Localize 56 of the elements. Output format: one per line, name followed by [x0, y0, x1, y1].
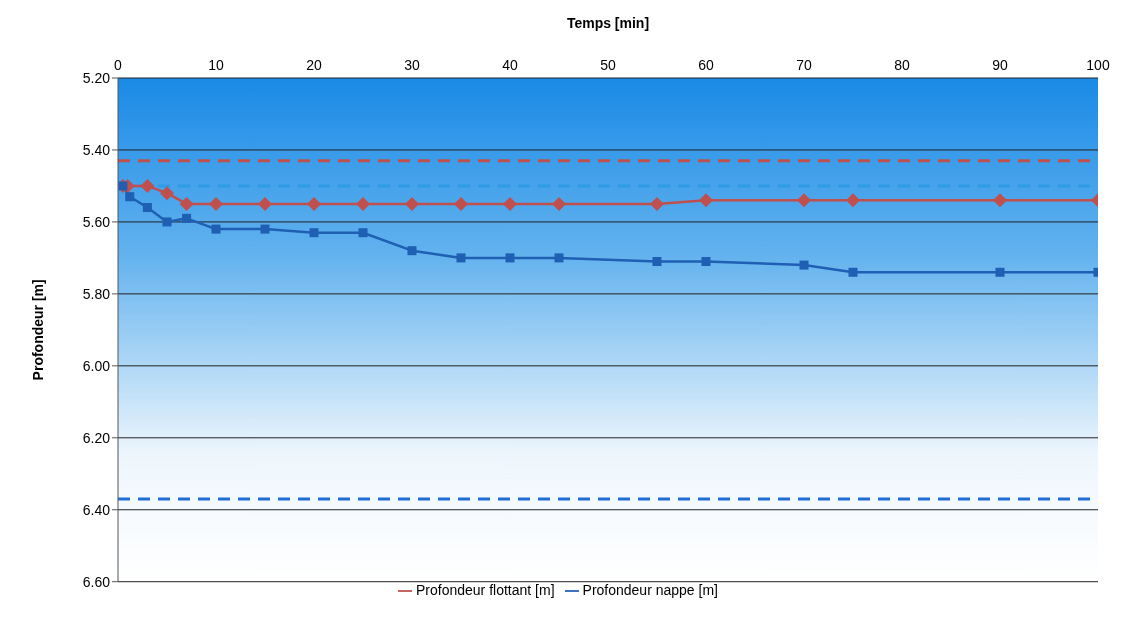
x-axis-title: Temps [min] — [566, 14, 650, 31]
y-axis-title: Profondeur [m] — [29, 279, 46, 381]
point — [162, 217, 172, 227]
x-tick-label: 30 — [404, 57, 420, 73]
y-tick-label: 5.40 — [82, 141, 111, 158]
point — [505, 253, 515, 263]
point — [554, 253, 564, 263]
point — [652, 256, 662, 266]
y-tick-label: 6.00 — [82, 357, 111, 374]
x-tick-label: 20 — [306, 57, 322, 73]
point — [552, 196, 566, 211]
legend-label: Profondeur nappe [m] — [582, 581, 718, 598]
point — [995, 267, 1005, 277]
x-tick-label: 40 — [502, 57, 518, 73]
point — [160, 186, 174, 201]
point — [799, 260, 809, 270]
point — [260, 224, 270, 234]
x-tick-label: 60 — [698, 57, 714, 73]
point — [846, 193, 860, 208]
y-tick-label: 5.60 — [82, 213, 111, 230]
point — [309, 228, 319, 238]
point — [503, 196, 517, 211]
y-tick-label: 5.80 — [82, 285, 111, 302]
y-tick-label: 6.40 — [82, 501, 111, 518]
x-tick-label: 70 — [796, 57, 812, 73]
y-tick-label: 6.20 — [82, 429, 111, 446]
x-tick-label: 10 — [208, 57, 224, 73]
point — [356, 196, 370, 211]
point — [142, 203, 152, 213]
point — [358, 228, 368, 238]
point — [125, 192, 135, 202]
point — [454, 196, 468, 211]
x-tick-label: 0 — [114, 57, 123, 73]
point — [701, 256, 711, 266]
point — [182, 213, 192, 223]
point — [211, 224, 221, 234]
x-tick-label: 90 — [992, 57, 1008, 73]
point — [258, 196, 272, 211]
point — [307, 196, 321, 211]
point — [405, 196, 419, 211]
point — [209, 196, 223, 211]
point — [407, 246, 417, 256]
x-tick-label: 80 — [894, 57, 910, 73]
point — [848, 267, 858, 277]
legend-label: Profondeur flottant [m] — [416, 581, 555, 598]
x-tick-label: 50 — [600, 57, 616, 73]
point — [140, 178, 155, 193]
point — [179, 196, 194, 211]
point — [797, 193, 811, 208]
y-tick-label: 5.20 — [82, 69, 111, 86]
x-tick-label: 100 — [1086, 57, 1110, 73]
point — [993, 193, 1007, 208]
point — [456, 253, 466, 263]
y-tick-label: 6.60 — [82, 573, 111, 590]
point — [699, 193, 713, 208]
point — [650, 196, 664, 211]
